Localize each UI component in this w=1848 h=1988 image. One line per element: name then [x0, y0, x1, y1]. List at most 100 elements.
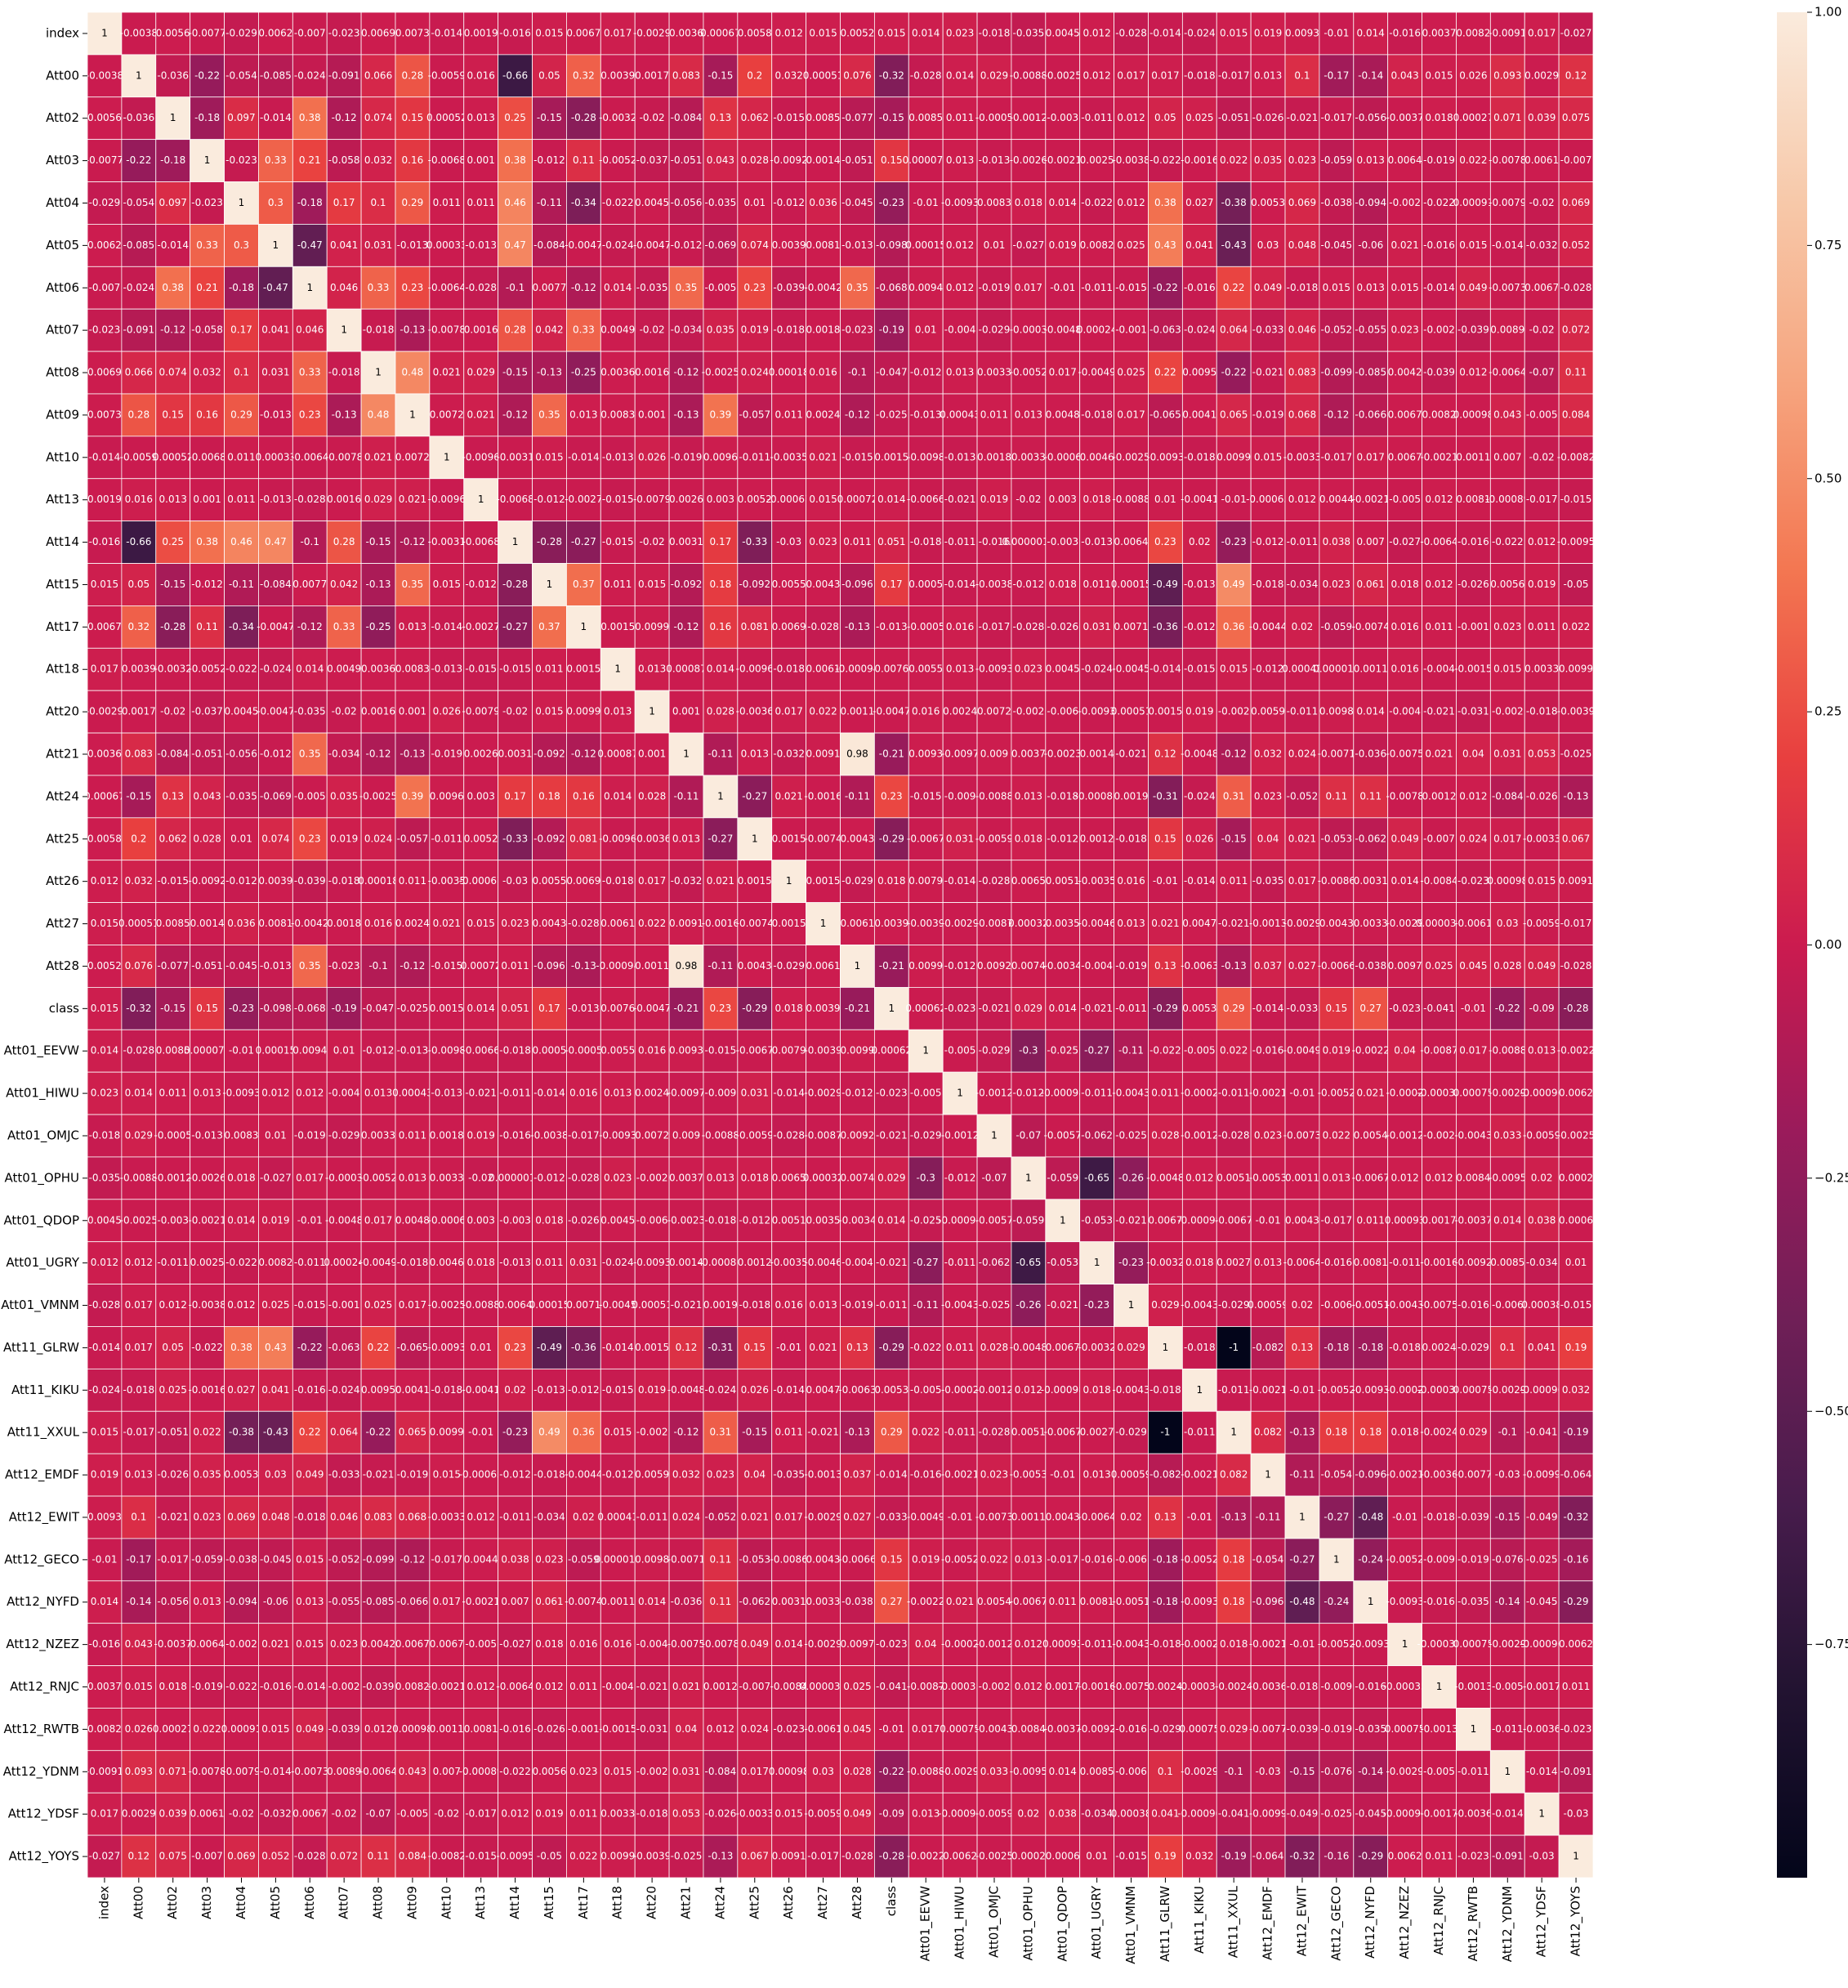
cell-annotation: -0.0078 [1489, 154, 1526, 166]
cell-annotation: -0.0052 [1386, 1553, 1423, 1565]
cell-annotation: 0.18 [1223, 1553, 1245, 1565]
cell-annotation: -0.034 [533, 1511, 565, 1522]
cell-annotation: -0.021 [1287, 112, 1319, 123]
cell-annotation: -0.0037 [154, 1638, 192, 1650]
heatmap-cell [1079, 139, 1114, 182]
cell-annotation: -0.076 [1492, 1553, 1524, 1565]
cell-annotation: 0.3 [234, 239, 249, 251]
cell-annotation: -0.23 [1084, 1299, 1109, 1311]
cell-annotation: 0.027 [843, 1511, 871, 1522]
heatmap-cell [566, 181, 601, 225]
cell-annotation: 0.032 [193, 367, 221, 378]
cell-annotation: 1 [1025, 1172, 1032, 1183]
cell-annotation: -0.056 [157, 1596, 189, 1607]
cell-annotation: 0.35 [676, 282, 698, 293]
cell-annotation: 0.014 [707, 663, 734, 675]
cell-annotation: -0.0045 [1112, 663, 1149, 675]
cell-annotation: -0.014 [944, 579, 976, 590]
heatmap-cell [292, 96, 328, 141]
cell-annotation: -0.011 [1218, 1088, 1250, 1099]
cell-annotation: -0.15 [160, 579, 185, 590]
cell-annotation: 0.0045 [224, 706, 258, 717]
cell-annotation: -0.0096 [599, 833, 636, 844]
cell-annotation: -0.0046 [1078, 918, 1115, 929]
x-tick-label: index [96, 1886, 111, 1919]
cell-annotation: -0.018 [1047, 790, 1078, 802]
cell-annotation: -0.0034 [838, 1214, 876, 1226]
cell-annotation: -0.064 [1560, 1469, 1592, 1481]
cell-annotation: 0.0031 [772, 1596, 806, 1607]
y-tick-label: Att12_YDNM [3, 1764, 79, 1780]
cell-annotation: -0.18 [297, 197, 323, 208]
cell-annotation: -0.00065 [1246, 494, 1290, 505]
cell-annotation: 0.0042 [361, 1638, 395, 1650]
cell-annotation: -0.023 [876, 1638, 908, 1650]
cell-annotation: 0.48 [402, 367, 424, 378]
heatmap-cell [703, 11, 739, 56]
cell-annotation: 0.0042 [1388, 367, 1422, 378]
cell-annotation: -0.004 [636, 1638, 668, 1650]
cell-annotation: 0.0067 [87, 621, 122, 632]
cell-annotation: -0.016 [499, 27, 531, 38]
cell-annotation: 0.0067 [1388, 409, 1422, 420]
cell-annotation: -0.026 [705, 1808, 737, 1820]
cell-annotation: 0.013 [1254, 1257, 1282, 1268]
cell-annotation: 0.00051 [632, 1299, 672, 1311]
cell-annotation: -0.052 [1321, 324, 1353, 336]
cell-annotation: 0.028 [193, 833, 221, 844]
cell-annotation: 0.026 [125, 1723, 153, 1735]
cell-annotation: 0.013 [399, 1172, 426, 1183]
y-tick-label: Att13 [46, 492, 79, 507]
cell-annotation: 0.0046 [430, 1257, 464, 1268]
cell-annotation: 0.042 [330, 579, 358, 590]
cell-annotation: -0.02 [1529, 324, 1555, 336]
cell-annotation: -0.019 [671, 451, 703, 462]
cell-annotation: -0.021 [157, 1511, 189, 1522]
cell-annotation: 0.027 [227, 1384, 255, 1396]
cell-annotation: -0.018 [363, 324, 395, 336]
heatmap-cell [190, 308, 225, 352]
cell-annotation: -0.018 [328, 367, 360, 378]
cell-annotation: 0.017 [912, 1723, 940, 1735]
cell-annotation: 0.027 [1288, 960, 1316, 972]
cell-annotation: -0.068 [876, 282, 908, 293]
cell-annotation: -0.0025 [120, 1214, 158, 1226]
cell-annotation: 0.0085 [156, 918, 190, 929]
cell-annotation: -0.005 [397, 1808, 429, 1820]
cell-annotation: -0.013 [431, 663, 462, 675]
cell-annotation: 0.16 [402, 154, 424, 166]
cell-annotation: -0.028 [294, 1851, 326, 1862]
heatmap-cell [908, 54, 944, 98]
cell-annotation: -0.066 [1355, 409, 1386, 420]
cell-annotation: 0.082 [1220, 1469, 1248, 1481]
cell-annotation: 0.052 [1562, 239, 1590, 251]
cell-annotation: 0.01 [230, 833, 252, 844]
cell-annotation: -0.023 [841, 324, 873, 336]
cell-annotation: -0.0016 [1181, 154, 1218, 166]
cell-annotation: 0.0036 [87, 748, 122, 760]
cell-annotation: -0.13 [332, 409, 357, 420]
cell-annotation: -0.017 [1047, 1553, 1078, 1565]
cell-annotation: -0.0049 [1283, 1045, 1321, 1057]
y-tick-label: Att27 [46, 916, 79, 931]
cell-annotation: 0.0033 [1354, 918, 1388, 929]
cell-annotation: -0.094 [225, 1596, 257, 1607]
cell-annotation: -0.0096 [736, 663, 774, 675]
y-tick-label: Att04 [46, 195, 79, 210]
cell-annotation: -0.13 [708, 1851, 733, 1862]
cell-annotation: -0.002 [636, 1427, 668, 1438]
cell-annotation: -0.018 [739, 1299, 770, 1311]
heatmap-cell [1456, 54, 1491, 98]
cell-annotation: 0.012 [467, 1681, 495, 1692]
cell-annotation: 0.018 [467, 1257, 495, 1268]
cell-annotation: -0.12 [366, 748, 391, 760]
cell-annotation: -0.014 [260, 112, 292, 123]
cell-annotation: -0.0044 [1249, 621, 1287, 632]
cell-annotation: -0.026 [1526, 790, 1558, 802]
cell-annotation: -0.013 [910, 409, 942, 420]
cell-annotation: -0.0078 [325, 451, 363, 462]
cell-annotation: -0.011 [1081, 1088, 1113, 1099]
cell-annotation: 0.012 [1082, 69, 1110, 81]
cell-annotation: 0.2 [747, 69, 762, 81]
cell-annotation: -0.02 [640, 324, 665, 336]
